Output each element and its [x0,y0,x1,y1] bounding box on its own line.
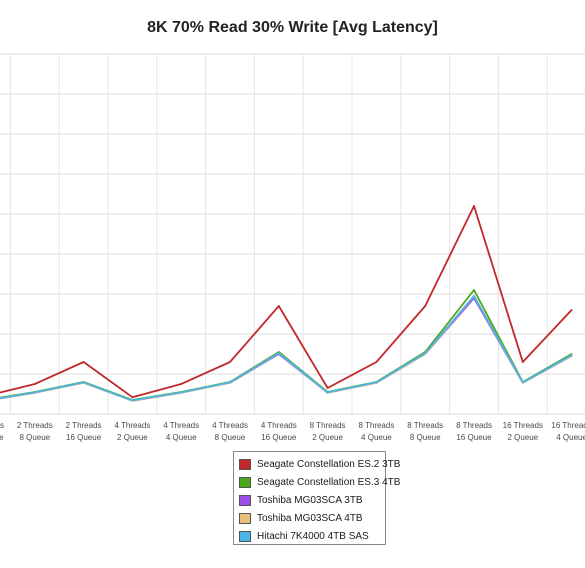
x-axis-tick-labels: 1 Threads 16 Queue 2 Threads 8 Queue 2 Threa… [0,421,585,442]
x-tick-label: 16 Queue [66,433,102,442]
x-tick-label: 8 Threads [310,421,346,430]
data-point [375,381,378,384]
legend-label: Seagate Constellation ES.2 3TB [257,458,401,470]
x-tick-label: 8 Queue [19,433,50,442]
x-tick-label: 4 Threads [212,421,248,430]
data-point [180,383,183,385]
data-point [277,352,280,355]
x-tick-label: 1 Threads [0,421,4,430]
x-tick-label: 16 Queue [456,433,492,442]
data-point [570,354,573,357]
data-point [473,205,475,207]
data-point [131,399,134,402]
legend-item: Seagate Constellation ES.2 3TB [239,455,400,473]
x-tick-label: 16 Threads [503,421,543,430]
data-point [131,396,134,399]
x-tick-label: 8 Queue [410,433,441,442]
x-tick-label: 8 Threads [358,421,394,430]
legend-item: Toshiba MG03SCA 3TB [239,491,385,509]
legend-label: Toshiba MG03SCA 3TB [257,494,363,506]
data-point [424,352,427,355]
legend-label: Seagate Constellation ES.3 4TB [257,476,401,488]
x-tick-label: 4 Threads [261,421,297,430]
data-point [473,295,475,297]
x-tick-label: 4 Queue [166,433,197,442]
legend: Seagate Constellation ES.2 3TB Seagate Co… [233,451,400,545]
data-point [229,381,231,384]
data-point [326,387,329,389]
data-point [180,391,183,394]
data-point [473,289,475,291]
legend-swatch [239,494,251,506]
legend-item: Toshiba MG03SCA 4TB [239,509,385,527]
legend-swatch [239,530,251,542]
grid [0,53,585,415]
x-tick-label: 4 Threads [114,421,150,430]
x-tick-label: 16 Threads [551,421,585,430]
legend-label: Hitachi 7K4000 4TB SAS [257,530,369,542]
legend-item: Seagate Constellation ES.3 4TB [239,473,400,491]
x-tick-label: 2 Queue [507,433,538,442]
legend-swatch [239,476,251,488]
legend-swatch [239,512,251,524]
data-point [33,383,36,385]
data-point [570,309,573,311]
legend-label: Toshiba MG03SCA 4TB [257,512,363,524]
x-tick-label: 8 Threads [407,421,443,430]
data-point [82,361,85,363]
legend-swatch [239,458,251,470]
legend-item: Hitachi 7K4000 4TB SAS [239,527,385,545]
x-tick-label: 2 Threads [17,421,53,430]
data-point [424,305,427,307]
chart-title: 8K 70% Read 30% Write [Avg Latency] [147,19,438,36]
x-tick-label: 4 Queue [361,433,392,442]
x-tick-label: 8 Queue [215,433,246,442]
data-point [375,361,378,363]
data-point [326,391,329,394]
data-point [82,381,85,384]
x-tick-label: 2 Queue [117,433,148,442]
data-point [33,391,36,394]
data-point [521,381,524,384]
series-line [0,205,573,399]
x-tick-label: 8 Threads [456,421,492,430]
x-tick-label: 4 Threads [163,421,199,430]
x-tick-label: 4 Queue [556,433,585,442]
data-point [277,305,280,307]
x-tick-label: 16 Queue [0,433,4,442]
x-tick-label: 16 Queue [261,433,297,442]
data-point [229,361,231,363]
data-point [521,361,524,363]
x-tick-label: 2 Queue [312,433,343,442]
series-lines [0,205,573,402]
x-tick-label: 2 Threads [66,421,102,430]
